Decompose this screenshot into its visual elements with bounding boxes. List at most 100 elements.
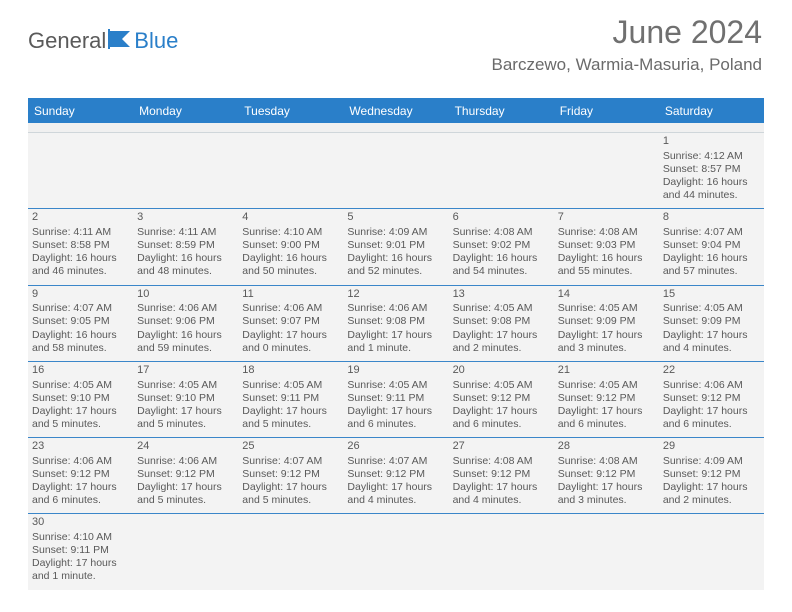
weekday-header-row: Sunday Monday Tuesday Wednesday Thursday… — [28, 99, 764, 123]
sunset-line: Sunset: 9:05 PM — [32, 315, 129, 328]
day-number: 12 — [347, 288, 444, 302]
daylight2-line: and 6 minutes. — [453, 418, 550, 431]
sunset-line: Sunset: 9:10 PM — [137, 392, 234, 405]
weekday-header: Monday — [133, 99, 238, 123]
daylight2-line: and 46 minutes. — [32, 265, 129, 278]
sunset-line: Sunset: 9:12 PM — [137, 468, 234, 481]
sunrise-line: Sunrise: 4:07 AM — [242, 455, 339, 468]
day-number: 30 — [32, 516, 129, 530]
day-number: 27 — [453, 440, 550, 454]
sunset-line: Sunset: 9:03 PM — [558, 239, 655, 252]
weekday-header: Friday — [554, 99, 659, 123]
sunrise-line: Sunrise: 4:06 AM — [242, 302, 339, 315]
sunrise-line: Sunrise: 4:09 AM — [347, 226, 444, 239]
day-number: 4 — [242, 211, 339, 225]
day-number: 25 — [242, 440, 339, 454]
week-row: 30Sunrise: 4:10 AMSunset: 9:11 PMDayligh… — [28, 514, 764, 589]
daylight2-line: and 6 minutes. — [558, 418, 655, 431]
day-number: 1 — [663, 135, 760, 149]
daylight1-line: Daylight: 16 hours — [558, 252, 655, 265]
day-cell: 20Sunrise: 4:05 AMSunset: 9:12 PMDayligh… — [449, 362, 554, 437]
sunrise-line: Sunrise: 4:07 AM — [32, 302, 129, 315]
daylight2-line: and 4 minutes. — [663, 342, 760, 355]
weekday-header: Thursday — [449, 99, 554, 123]
daylight1-line: Daylight: 16 hours — [453, 252, 550, 265]
sunrise-line: Sunrise: 4:07 AM — [347, 455, 444, 468]
daylight1-line: Daylight: 16 hours — [32, 329, 129, 342]
day-cell: 1Sunrise: 4:12 AMSunset: 8:57 PMDaylight… — [659, 133, 764, 208]
sunset-line: Sunset: 9:12 PM — [663, 392, 760, 405]
day-cell: 2Sunrise: 4:11 AMSunset: 8:58 PMDaylight… — [28, 209, 133, 284]
daylight2-line: and 3 minutes. — [558, 342, 655, 355]
sunset-line: Sunset: 9:06 PM — [137, 315, 234, 328]
sunrise-line: Sunrise: 4:08 AM — [558, 455, 655, 468]
daylight2-line: and 5 minutes. — [242, 494, 339, 507]
daylight2-line: and 4 minutes. — [347, 494, 444, 507]
day-number: 26 — [347, 440, 444, 454]
day-cell: 27Sunrise: 4:08 AMSunset: 9:12 PMDayligh… — [449, 438, 554, 513]
daylight2-line: and 2 minutes. — [663, 494, 760, 507]
daylight1-line: Daylight: 16 hours — [242, 252, 339, 265]
sunrise-line: Sunrise: 4:07 AM — [663, 226, 760, 239]
sunrise-line: Sunrise: 4:10 AM — [32, 531, 129, 544]
sunrise-line: Sunrise: 4:05 AM — [663, 302, 760, 315]
daylight1-line: Daylight: 16 hours — [137, 252, 234, 265]
day-cell-empty — [449, 133, 554, 208]
calendar-grid: Sunday Monday Tuesday Wednesday Thursday… — [28, 98, 764, 590]
sunrise-line: Sunrise: 4:08 AM — [453, 226, 550, 239]
sunrise-line: Sunrise: 4:12 AM — [663, 150, 760, 163]
day-cell: 24Sunrise: 4:06 AMSunset: 9:12 PMDayligh… — [133, 438, 238, 513]
day-cell-empty — [343, 133, 448, 208]
page-header: General Blue June 2024 Barczewo, Warmia-… — [0, 0, 792, 98]
day-number: 8 — [663, 211, 760, 225]
sunset-line: Sunset: 9:09 PM — [558, 315, 655, 328]
daylight2-line: and 1 minute. — [32, 570, 129, 583]
daylight2-line: and 4 minutes. — [453, 494, 550, 507]
daylight1-line: Daylight: 17 hours — [242, 329, 339, 342]
day-cell: 28Sunrise: 4:08 AMSunset: 9:12 PMDayligh… — [554, 438, 659, 513]
day-cell-empty — [554, 514, 659, 589]
day-number: 6 — [453, 211, 550, 225]
daylight2-line: and 57 minutes. — [663, 265, 760, 278]
daylight1-line: Daylight: 17 hours — [347, 405, 444, 418]
sunrise-line: Sunrise: 4:06 AM — [347, 302, 444, 315]
daylight2-line: and 6 minutes. — [663, 418, 760, 431]
location-label: Barczewo, Warmia-Masuria, Poland — [491, 55, 762, 75]
daylight2-line: and 5 minutes. — [32, 418, 129, 431]
sunset-line: Sunset: 9:08 PM — [453, 315, 550, 328]
sunrise-line: Sunrise: 4:11 AM — [32, 226, 129, 239]
sunrise-line: Sunrise: 4:06 AM — [32, 455, 129, 468]
daylight1-line: Daylight: 17 hours — [242, 405, 339, 418]
day-number: 18 — [242, 364, 339, 378]
day-number: 10 — [137, 288, 234, 302]
day-number: 16 — [32, 364, 129, 378]
sunset-line: Sunset: 8:59 PM — [137, 239, 234, 252]
day-cell: 22Sunrise: 4:06 AMSunset: 9:12 PMDayligh… — [659, 362, 764, 437]
month-title: June 2024 — [491, 14, 762, 51]
daylight2-line: and 5 minutes. — [137, 494, 234, 507]
sunset-line: Sunset: 9:07 PM — [242, 315, 339, 328]
sunset-line: Sunset: 9:10 PM — [32, 392, 129, 405]
daylight1-line: Daylight: 16 hours — [663, 252, 760, 265]
day-cell: 9Sunrise: 4:07 AMSunset: 9:05 PMDaylight… — [28, 286, 133, 361]
day-number: 17 — [137, 364, 234, 378]
weekday-header: Sunday — [28, 99, 133, 123]
sunset-line: Sunset: 9:11 PM — [242, 392, 339, 405]
daylight1-line: Daylight: 17 hours — [663, 481, 760, 494]
day-number: 2 — [32, 211, 129, 225]
daylight2-line: and 6 minutes. — [32, 494, 129, 507]
spacer-row — [28, 123, 764, 133]
daylight1-line: Daylight: 17 hours — [32, 557, 129, 570]
day-cell: 14Sunrise: 4:05 AMSunset: 9:09 PMDayligh… — [554, 286, 659, 361]
sunrise-line: Sunrise: 4:08 AM — [453, 455, 550, 468]
sunrise-line: Sunrise: 4:05 AM — [137, 379, 234, 392]
sunrise-line: Sunrise: 4:06 AM — [663, 379, 760, 392]
day-number: 3 — [137, 211, 234, 225]
daylight2-line: and 3 minutes. — [558, 494, 655, 507]
day-cell: 29Sunrise: 4:09 AMSunset: 9:12 PMDayligh… — [659, 438, 764, 513]
daylight2-line: and 58 minutes. — [32, 342, 129, 355]
sunset-line: Sunset: 9:08 PM — [347, 315, 444, 328]
daylight2-line: and 6 minutes. — [347, 418, 444, 431]
daylight1-line: Daylight: 16 hours — [347, 252, 444, 265]
day-cell-empty — [343, 514, 448, 589]
